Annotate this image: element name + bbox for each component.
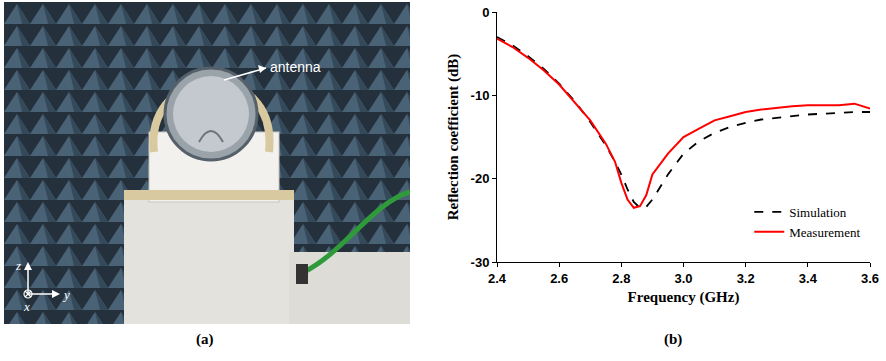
svg-text:3.6: 3.6 — [861, 271, 879, 286]
svg-text:2.4: 2.4 — [488, 271, 507, 286]
svg-text:Reflection coefficient (dB): Reflection coefficient (dB) — [445, 54, 462, 221]
svg-text:3.0: 3.0 — [674, 271, 692, 286]
svg-text:2.6: 2.6 — [550, 271, 568, 286]
svg-text:-30: -30 — [471, 255, 490, 270]
svg-text:z: z — [15, 258, 21, 273]
svg-text:antenna: antenna — [270, 59, 321, 75]
svg-text:2.8: 2.8 — [612, 271, 630, 286]
svg-text:Frequency (GHz): Frequency (GHz) — [628, 289, 740, 306]
svg-text:0: 0 — [482, 5, 489, 20]
svg-text:3.4: 3.4 — [799, 271, 818, 286]
html-text:(b): (b) — [664, 331, 683, 347]
svg-text:y: y — [62, 287, 70, 302]
svg-text:-10: -10 — [471, 88, 490, 103]
svg-text:Measurement: Measurement — [789, 225, 860, 240]
svg-text:3.2: 3.2 — [737, 271, 755, 286]
svg-text:-20: -20 — [471, 171, 490, 186]
svg-text:x: x — [23, 299, 30, 314]
svg-text:Simulation: Simulation — [789, 205, 847, 220]
html-text:(a): (a) — [196, 331, 214, 347]
